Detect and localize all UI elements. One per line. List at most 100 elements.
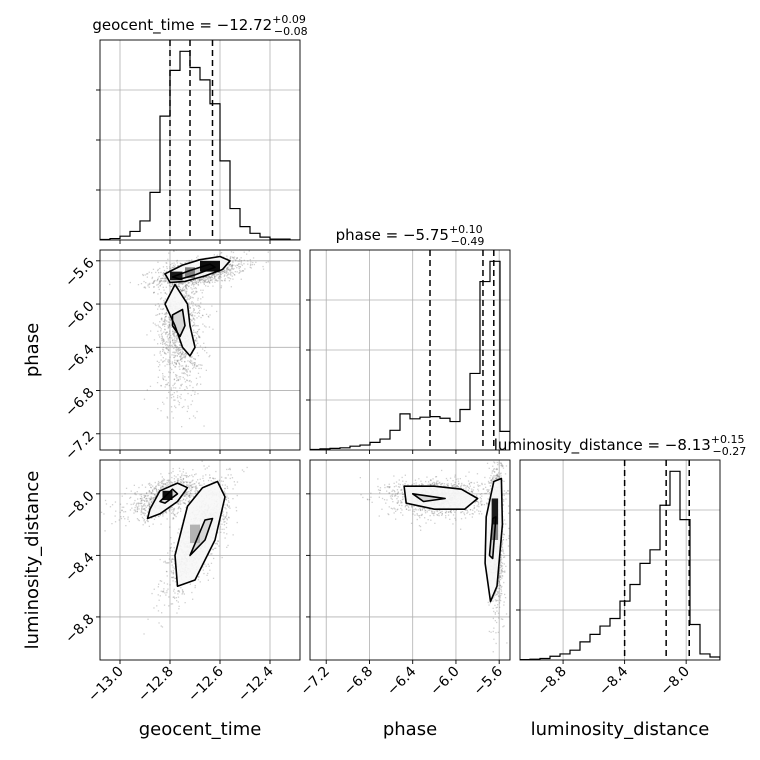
- panel-luminosity_distance_vs_geocent_time-point: [183, 493, 185, 495]
- panel-phase_vs_geocent_time-point: [241, 270, 244, 272]
- panel-phase_vs_geocent_time-point: [169, 362, 171, 365]
- panel-luminosity_distance_vs_geocent_time-point: [104, 499, 107, 502]
- panel-phase_vs_geocent_time-point: [213, 274, 215, 276]
- panel-phase_vs_geocent_time-point: [168, 318, 170, 320]
- panel-phase_vs_geocent_time-point: [207, 277, 209, 280]
- panel-phase_vs_geocent_time-point: [202, 323, 204, 325]
- panel-luminosity_distance_vs_geocent_time-point: [175, 515, 177, 518]
- panel-luminosity_distance_vs_geocent_time-point: [232, 488, 234, 490]
- panel-luminosity_distance_vs_phase-point: [360, 494, 362, 496]
- panel-phase_vs_geocent_time-point: [186, 353, 188, 355]
- panel-phase_vs_geocent_time-point: [238, 272, 240, 274]
- panel-phase_vs_geocent_time-point: [199, 336, 201, 338]
- panel-phase_vs_geocent_time-point: [176, 334, 178, 336]
- panel-luminosity_distance_vs_geocent_time-point: [226, 546, 228, 548]
- panel-luminosity_distance_vs_geocent_time-point: [183, 495, 185, 497]
- panel-phase_vs_geocent_time-point: [193, 362, 195, 364]
- panel-phase_vs_geocent_time-point: [162, 324, 164, 326]
- panel-luminosity_distance_vs_phase-point: [447, 484, 449, 487]
- panel-phase_vs_geocent_time-point: [251, 264, 253, 266]
- panel-phase_vs_geocent_time-point: [185, 284, 187, 287]
- panel-luminosity_distance_vs_geocent_time-point: [226, 519, 228, 521]
- panel-luminosity_distance_vs_geocent_time-point: [198, 576, 200, 578]
- panel-luminosity_distance_vs_geocent_time-point: [162, 590, 164, 593]
- panel-luminosity_distance_vs_geocent_time-point: [144, 500, 146, 502]
- panel-luminosity_distance_vs_geocent_time-point: [171, 509, 173, 511]
- panel-phase_vs_geocent_time-point: [199, 280, 201, 282]
- panel-phase_vs_geocent_time-point: [175, 374, 177, 376]
- panel-luminosity_distance_vs_geocent_time-point: [163, 561, 165, 563]
- panel-luminosity_distance_vs_geocent_time-point: [141, 502, 143, 504]
- panel-luminosity_distance_vs_geocent_time-point: [172, 468, 174, 470]
- panel-phase_vs_geocent_time-point: [195, 377, 198, 379]
- panel-phase_vs_geocent_time-point: [179, 376, 182, 378]
- panel-phase_vs_geocent_time-point: [179, 387, 181, 389]
- panel-phase_vs_geocent_time-point: [190, 362, 193, 365]
- panel-luminosity_distance_vs_phase-point: [453, 486, 455, 488]
- panel-luminosity_distance_vs_geocent_time-point: [177, 480, 179, 482]
- panel-luminosity_distance_vs_geocent_time-point: [151, 592, 153, 595]
- panel-phase_vs_geocent_time-point: [191, 296, 193, 299]
- panel-phase_vs_geocent_time-point: [176, 347, 178, 349]
- panel-phase_vs_geocent_time-point: [187, 405, 189, 407]
- panel-phase_vs_geocent_time-point: [213, 254, 215, 256]
- panel-luminosity_distance_vs_geocent_time-point: [224, 516, 227, 518]
- panel-phase_vs_geocent_time-point: [175, 350, 178, 352]
- panel-phase_vs_geocent_time-point: [219, 275, 221, 277]
- panel-phase_vs_geocent_time-point: [191, 356, 193, 359]
- panel-phase_vs_geocent_time-point: [212, 274, 214, 276]
- panel-phase_vs_geocent_time-point: [167, 337, 169, 340]
- panel-luminosity_distance_vs_geocent_time-point: [154, 495, 157, 497]
- panel-phase_vs_geocent_time-point: [196, 291, 198, 293]
- panel-phase_vs_geocent_time-point: [158, 281, 161, 283]
- panel-phase_vs_geocent_time-point: [192, 290, 194, 293]
- panel-phase_vs_geocent_time-point: [189, 297, 192, 299]
- panel-phase_vs_geocent_time-point: [165, 280, 167, 282]
- panel-luminosity_distance_vs_geocent_time-point: [133, 502, 135, 504]
- panel-phase_vs_geocent_time-point: [164, 292, 167, 294]
- panel-phase_vs_geocent_time-point: [171, 368, 173, 371]
- panel-phase_vs_geocent_time-point: [178, 362, 180, 364]
- panel-luminosity_distance_vs_geocent_time-point: [138, 505, 140, 507]
- panel-phase_vs_geocent_time-point: [144, 274, 146, 276]
- panel-phase_vs_geocent_time-point: [170, 394, 172, 396]
- panel-luminosity_distance_vs_geocent_time-point: [140, 513, 142, 516]
- panel-phase_vs_geocent_time-point: [163, 272, 165, 274]
- panel-luminosity_distance_vs_geocent_time-point: [151, 492, 153, 494]
- panel-luminosity_distance_vs_phase-point: [450, 509, 452, 512]
- panel-phase_vs_geocent_time-point: [173, 361, 176, 363]
- panel-luminosity_distance_vs_geocent_time-point: [142, 508, 144, 510]
- panel-phase_vs_geocent_time-point: [160, 384, 162, 387]
- panel-luminosity_distance_vs_geocent_time-point: [143, 508, 145, 510]
- panel-luminosity_distance_vs_geocent_time-point: [164, 511, 166, 513]
- panel-luminosity_distance_vs_geocent_time-point: [150, 484, 152, 486]
- panel-luminosity_distance_vs_geocent_time-point: [159, 484, 161, 486]
- panel-phase_vs_geocent_time-point: [163, 403, 165, 405]
- panel-phase_vs_geocent_time-point: [184, 262, 186, 264]
- panel-phase_vs_geocent_time-point: [173, 342, 175, 344]
- panel-phase_vs_geocent_time-point: [170, 387, 173, 389]
- panel-phase_vs_geocent_time-point: [184, 352, 186, 355]
- panel-luminosity_distance_vs_geocent_time-point: [214, 547, 216, 549]
- panel-luminosity_distance_vs_phase-point: [405, 504, 407, 506]
- panel-phase_vs_geocent_time-point: [168, 371, 170, 373]
- panel-phase_vs_geocent_time-point: [209, 277, 211, 279]
- panel-luminosity_distance_vs_phase-point: [388, 492, 390, 494]
- panel-luminosity_distance_vs_geocent_time-point: [171, 576, 173, 579]
- panel-luminosity_distance_vs_geocent_time-point: [152, 490, 154, 492]
- panel-phase_vs_geocent_time-point: [166, 344, 168, 346]
- panel-luminosity_distance_vs_geocent_time-point: [223, 521, 225, 523]
- panel-luminosity_distance_vs_geocent_time-point: [149, 484, 151, 486]
- panel-phase_vs_geocent_time-point: [188, 281, 190, 283]
- panel-phase_vs_geocent_time-point: [167, 349, 170, 351]
- panel-luminosity_distance_vs_geocent_time-point: [221, 528, 223, 530]
- panel-phase_vs_geocent_time-point: [166, 384, 168, 386]
- panel-phase_vs_geocent_time-point: [163, 269, 166, 272]
- panel-luminosity_distance_vs_geocent_time-point: [233, 481, 235, 483]
- panel-phase_vs_geocent_time-point: [179, 396, 181, 398]
- panel-luminosity_distance_vs_geocent_time-point: [172, 570, 174, 572]
- panel-phase_vs_geocent_time-point: [174, 344, 176, 346]
- panel-phase_vs_geocent_time-point: [143, 286, 145, 289]
- panel-phase_vs_geocent_time-point: [180, 357, 183, 360]
- panel-luminosity_distance_vs_geocent_time-point: [169, 507, 172, 509]
